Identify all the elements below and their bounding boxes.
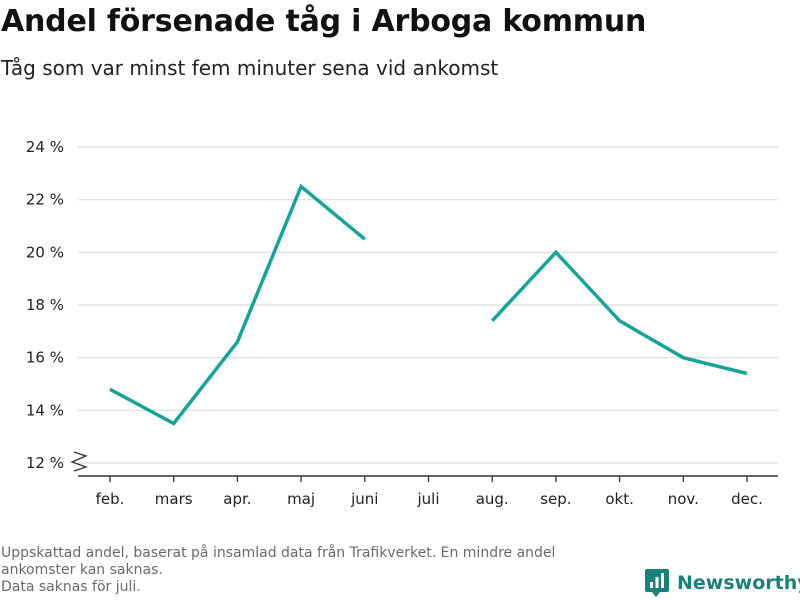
- x-tick-label: okt.: [605, 490, 634, 508]
- line-chart: 12 % 14 % 16 % 18 % 20 % 22 % 24 % feb. mars apr…: [26, 138, 778, 508]
- x-tick-label: mars: [155, 490, 193, 508]
- series-line-segment: [490, 249, 748, 376]
- y-tick-label: 18 %: [26, 296, 64, 314]
- y-axis-tick-labels: 12 % 14 % 16 % 18 % 20 % 22 % 24 %: [26, 138, 64, 472]
- footnote-line: Uppskattad andel, baserat på insamlad da…: [1, 545, 556, 561]
- x-tick-label: nov.: [668, 490, 699, 508]
- footnote: Uppskattad andel, baserat på insamlad da…: [1, 545, 641, 596]
- x-tick-label: aug.: [476, 490, 509, 508]
- axis-break-icon: [70, 451, 88, 472]
- x-axis-tick-labels: feb. mars apr. maj juni juli aug. sep. okt. nov. d…: [96, 476, 763, 508]
- brand-name: Newsworthy: [677, 572, 800, 594]
- x-tick-label: apr.: [223, 490, 251, 508]
- bar-chart-logo-icon: [645, 569, 669, 597]
- x-tick-label: maj: [287, 490, 315, 508]
- x-tick-label: dec.: [731, 490, 763, 508]
- y-tick-label: 12 %: [26, 454, 64, 472]
- y-tick-label: 16 %: [26, 349, 64, 367]
- x-tick-label: juni: [350, 490, 378, 508]
- y-tick-label: 22 %: [26, 191, 64, 209]
- y-tick-label: 24 %: [26, 138, 64, 156]
- y-tick-label: 20 %: [26, 243, 64, 261]
- series-lines: [109, 183, 748, 426]
- x-axis: [70, 451, 778, 477]
- chart-subtitle: Tåg som var minst fem minuter sena vid a…: [1, 56, 499, 80]
- x-tick-label: juli: [416, 490, 439, 508]
- brand-logo: Newsworthy: [644, 568, 800, 598]
- y-tick-label: 14 %: [26, 401, 64, 419]
- footnote-line: ankomster kan saknas.: [1, 562, 163, 578]
- grid-lines: [78, 146, 778, 464]
- footnote-line: Data saknas för juli.: [1, 579, 141, 595]
- x-tick-label: feb.: [96, 490, 125, 508]
- x-tick-label: sep.: [540, 490, 571, 508]
- series-line-segment: [109, 183, 366, 426]
- chart-title: Andel försenade tåg i Arboga kommun: [1, 4, 647, 39]
